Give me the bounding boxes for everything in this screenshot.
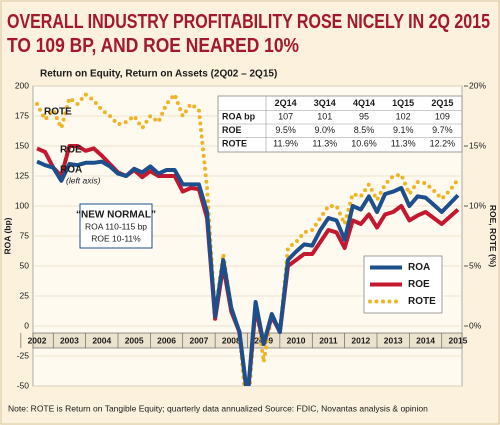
table-cell: 11.9% — [273, 139, 298, 149]
table-cell: 101 — [317, 112, 332, 122]
x-tick-label: 2005 — [125, 335, 144, 345]
table-cell: 10.6% — [351, 139, 377, 149]
y2-axis-label: ROE, ROTE (%) — [488, 205, 498, 268]
x-tick-label: 2004 — [92, 335, 111, 345]
y-tick-label: 150 — [15, 140, 29, 150]
annotation: ROE — [60, 145, 82, 156]
table-cell: 95 — [359, 112, 369, 122]
x-tick-label: 2012 — [351, 335, 370, 345]
x-tick-label: 2015 — [448, 335, 467, 345]
y-axis-label: ROA (bp) — [2, 217, 12, 254]
series-line — [36, 159, 460, 386]
table-header: 2Q15 — [431, 98, 453, 108]
table-cell: 11.3% — [391, 139, 416, 149]
x-tick-label: 2014 — [416, 335, 435, 345]
table-header: 2Q14 — [275, 98, 297, 108]
y-tick-label: 200 — [15, 80, 29, 90]
table-cell: 9.0% — [315, 125, 336, 135]
legend-label: ROA — [408, 262, 430, 273]
annotation: “NEW NORMAL” — [76, 210, 156, 221]
annotation: ROTE — [44, 107, 72, 118]
annotation: ROA — [60, 165, 82, 176]
y-tick-label: 50 — [20, 260, 30, 270]
table-row-label: ROE — [222, 125, 242, 135]
x-tick-label: 2007 — [189, 335, 208, 345]
callout-box — [79, 203, 153, 249]
table-cell: 102 — [396, 112, 411, 122]
legend-label: ROE — [408, 279, 430, 290]
table-cell: 8.5% — [354, 125, 375, 135]
table-cell: 9.7% — [432, 125, 453, 135]
table-row-label: ROA bp — [222, 112, 256, 122]
series-line — [36, 144, 460, 386]
legend-label: ROTE — [408, 296, 436, 307]
annotation: ROA 110-115 bp — [85, 221, 147, 231]
chart-title: OVERALL INDUSTRY PROFITABILITY ROSE NICE… — [7, 11, 490, 33]
table-cell: 107 — [278, 112, 293, 122]
table-cell: 12.2% — [430, 139, 456, 149]
table-cell: 11.3% — [312, 139, 337, 149]
x-tick-label: 2010 — [287, 335, 306, 345]
x-tick-label: 2011 — [319, 335, 338, 345]
table-cell: 9.5% — [275, 125, 296, 135]
chart-title: TO 109 BP, AND ROE NEARED 10% — [7, 35, 299, 57]
y2-tick-label: 20% — [469, 80, 486, 90]
chart-subtitle: Return on Equity, Return on Assets (2Q02… — [40, 69, 277, 80]
y2-tick-label: 0% — [469, 320, 482, 330]
annotation: (left axis) — [66, 175, 101, 185]
x-tick-label: 2013 — [384, 335, 403, 345]
y2-tick-label: 5% — [469, 260, 482, 270]
table-cell: 9.1% — [393, 125, 414, 135]
y-tick-label: 0 — [24, 320, 29, 330]
table-row-label: ROTE — [222, 139, 247, 149]
table-header: 1Q15 — [392, 98, 414, 108]
annotation: ROE 10-11% — [91, 233, 141, 243]
series-line — [35, 90, 460, 386]
y-tick-label: -50 — [17, 380, 30, 390]
x-tick-label: 2002 — [28, 335, 47, 345]
y-tick-label: 175 — [15, 110, 29, 120]
x-tick-label: 2003 — [60, 335, 79, 345]
y2-tick-label: 10% — [469, 200, 486, 210]
x-tick-label: 2006 — [157, 335, 176, 345]
note: Note: ROTE is Return on Tangible Equity;… — [8, 403, 428, 413]
y-tick-label: 75 — [20, 230, 30, 240]
y-tick-label: 100 — [15, 200, 29, 210]
table-header: 4Q14 — [353, 98, 375, 108]
y-tick-label: 125 — [15, 170, 29, 180]
x-tick-label: 2008 — [222, 335, 241, 345]
table-header: 3Q14 — [314, 98, 336, 108]
table-cell: 109 — [435, 112, 450, 122]
y-tick-label: -25 — [17, 350, 30, 360]
y2-tick-label: 15% — [469, 140, 486, 150]
y-tick-label: 25 — [20, 290, 30, 300]
